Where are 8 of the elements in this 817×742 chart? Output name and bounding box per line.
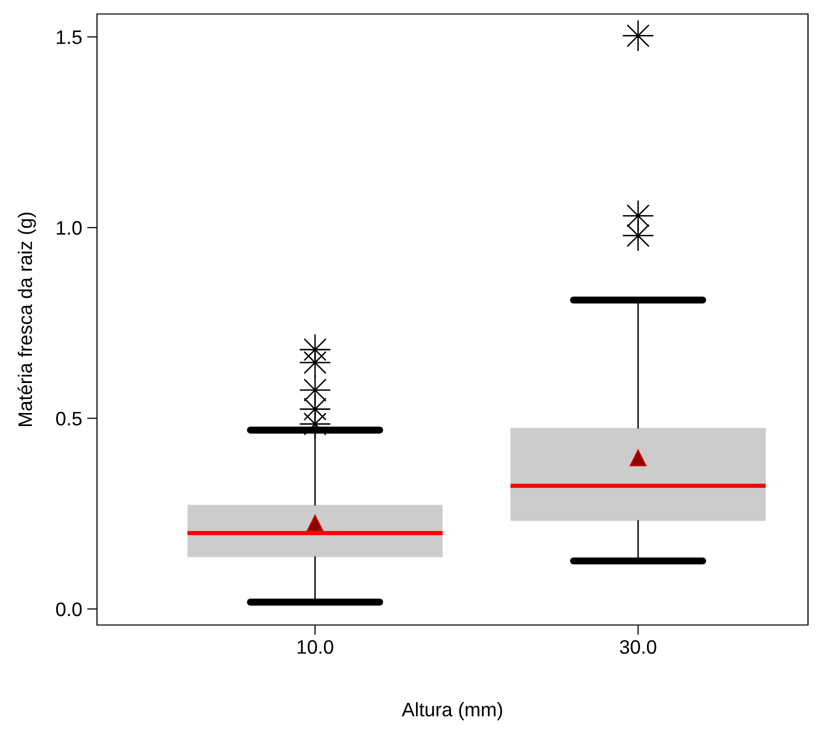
- y-tick-label: 1.5: [56, 30, 82, 44]
- x-tick-label: 30.0: [620, 640, 656, 654]
- x-axis-title: Altura (mm): [402, 702, 502, 720]
- x-tick-label: 10.0: [298, 640, 334, 654]
- y-tick-label: 1.0: [56, 221, 82, 235]
- y-tick-label: 0.5: [56, 412, 82, 426]
- y-axis-title: Matéria fresca da raiz (g): [18, 212, 36, 426]
- y-tick-label: 0.0: [56, 602, 82, 616]
